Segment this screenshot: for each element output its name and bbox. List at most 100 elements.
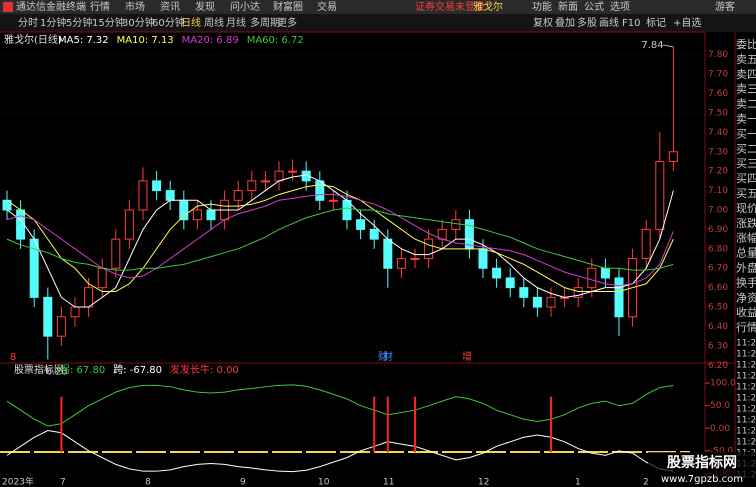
trade-time: 11:25 <box>736 427 756 437</box>
menu-item[interactable]: 功能 <box>532 0 552 13</box>
candle-body <box>247 180 257 192</box>
candle-body <box>668 151 678 162</box>
period-tab[interactable]: 5分钟 <box>66 16 92 29</box>
period-tab[interactable]: 月线 <box>226 16 246 29</box>
event-marker[interactable]: 增 <box>462 350 472 363</box>
candle-body <box>328 199 338 202</box>
trade-time: 11:25 <box>736 438 756 448</box>
watermark-url: www.7gpzb.com <box>661 474 743 485</box>
y-tick-label: 6.20 <box>708 361 728 371</box>
candle-body <box>519 287 529 298</box>
stock-name: 雅戈尔 <box>473 0 503 13</box>
y-tick-label: 6.30 <box>708 341 728 351</box>
trade-time: 11:29 <box>736 394 756 404</box>
quote-label: 行情 <box>736 321 756 334</box>
tool-button[interactable]: 叠加 <box>555 17 575 29</box>
status[interactable]: 证券交易未登录 <box>415 0 485 13</box>
menu-item[interactable]: 市场 <box>125 0 145 13</box>
quote-label: 卖二 <box>736 98 756 111</box>
x-tick-label: 11 <box>383 478 394 487</box>
candle-body <box>532 296 542 308</box>
candle-body <box>233 190 243 201</box>
candle-body <box>383 238 393 269</box>
period-tab[interactable]: 60分钟 <box>152 16 185 29</box>
menu-item[interactable]: 交易 <box>317 0 337 13</box>
x-tick-label: 1 <box>575 478 581 487</box>
period-tab[interactable]: 1分钟 <box>40 16 66 29</box>
watermark-name: 股票指标网 <box>667 454 737 471</box>
menu-item[interactable]: 问小达 <box>230 0 260 13</box>
period-tab[interactable]: 更多 <box>277 16 297 29</box>
ma-legend: MA10: 7.13 <box>117 35 174 46</box>
tool-button[interactable]: 复权 <box>533 16 553 29</box>
menu-item[interactable]: 行情 <box>90 0 110 13</box>
candle-body <box>56 316 66 337</box>
tool-button[interactable]: 多股 <box>577 16 597 29</box>
candle-body <box>274 170 284 182</box>
event-marker[interactable]: 8 <box>10 352 16 363</box>
period-tab[interactable]: 30分钟 <box>122 16 155 29</box>
menu-item[interactable]: 新面 <box>558 0 578 13</box>
x-tick-label: 9 <box>240 478 246 487</box>
tool-button[interactable]: 画线 <box>599 16 619 29</box>
menu-item[interactable]: 发现 <box>195 0 215 13</box>
trade-time: 11:29 <box>736 383 756 393</box>
y-tick-label: 7.00 <box>708 206 728 216</box>
y-tick-label: 7.30 <box>708 147 728 157</box>
user[interactable]: 游客 <box>715 0 735 13</box>
tool-button[interactable]: 标记 <box>646 17 666 29</box>
candle-body <box>587 267 597 289</box>
y-tick-label: 6.80 <box>708 244 728 254</box>
y-tick-label: 50.0 <box>710 401 730 411</box>
tool-button[interactable]: F10 <box>622 18 640 29</box>
candle-body <box>260 180 270 183</box>
candle-body <box>369 228 379 240</box>
indicator-legend: 发发长牛: 0.00 <box>170 363 239 376</box>
ma-line <box>6 184 674 293</box>
tool-button[interactable]: +自选 <box>673 16 701 29</box>
candle-body <box>206 209 216 221</box>
candle-body <box>573 287 583 298</box>
candle-body <box>641 228 651 260</box>
menu-item[interactable]: 资讯 <box>160 1 180 13</box>
candle-body <box>43 296 53 337</box>
x-tick-label: 10 <box>318 478 330 487</box>
period-tab[interactable]: 分时 <box>18 17 38 29</box>
watermark: 股票指标网 www.7gpzb.com <box>648 452 756 487</box>
menu-item[interactable]: 财富圈 <box>273 0 303 13</box>
candle-body <box>451 219 461 230</box>
quote-label: 买一 <box>736 127 756 140</box>
indicator-line <box>6 429 674 473</box>
candle-body <box>111 238 121 269</box>
quote-label: 总量 <box>736 246 756 260</box>
menu-item[interactable]: 公式 <box>584 0 604 13</box>
event-marker[interactable]: 财 <box>378 350 388 363</box>
trade-time: 11:29 <box>736 350 756 360</box>
period-tab[interactable]: 15分钟 <box>92 16 125 29</box>
period-tab[interactable]: 日线 <box>181 16 201 29</box>
candle-body <box>546 296 556 308</box>
period-tab[interactable]: 周线 <box>204 16 224 29</box>
menu-item[interactable]: 选项 <box>610 0 630 13</box>
candle-body <box>410 258 420 261</box>
y-tick-label: 6.40 <box>708 322 728 332</box>
indicator-title: 股票指标网 <box>14 363 64 376</box>
candle-body <box>655 160 665 230</box>
y-tick-label: 7.70 <box>708 70 728 80</box>
period-tab[interactable]: 多周期 <box>250 16 280 29</box>
indicator-legend: 拐: 67.80 <box>60 363 105 376</box>
x-tick-label: 8 <box>145 478 151 487</box>
y-tick-label: 7.80 <box>708 50 728 60</box>
event-marker[interactable]: 财 <box>383 350 393 363</box>
quote-label: 涨跌 <box>736 216 756 230</box>
quote-label: 买四 <box>736 172 756 185</box>
low-label: 6.23 <box>46 366 68 377</box>
indicator-line <box>6 384 674 427</box>
indicator-legend: 跨: -67.80 <box>113 364 162 376</box>
quote-label: 现价 <box>736 202 756 215</box>
y-tick-label: 6.50 <box>708 303 728 313</box>
candle-body <box>356 219 366 230</box>
ma-legend: MA20: 6.89 <box>182 35 239 46</box>
candle-body <box>424 238 434 260</box>
